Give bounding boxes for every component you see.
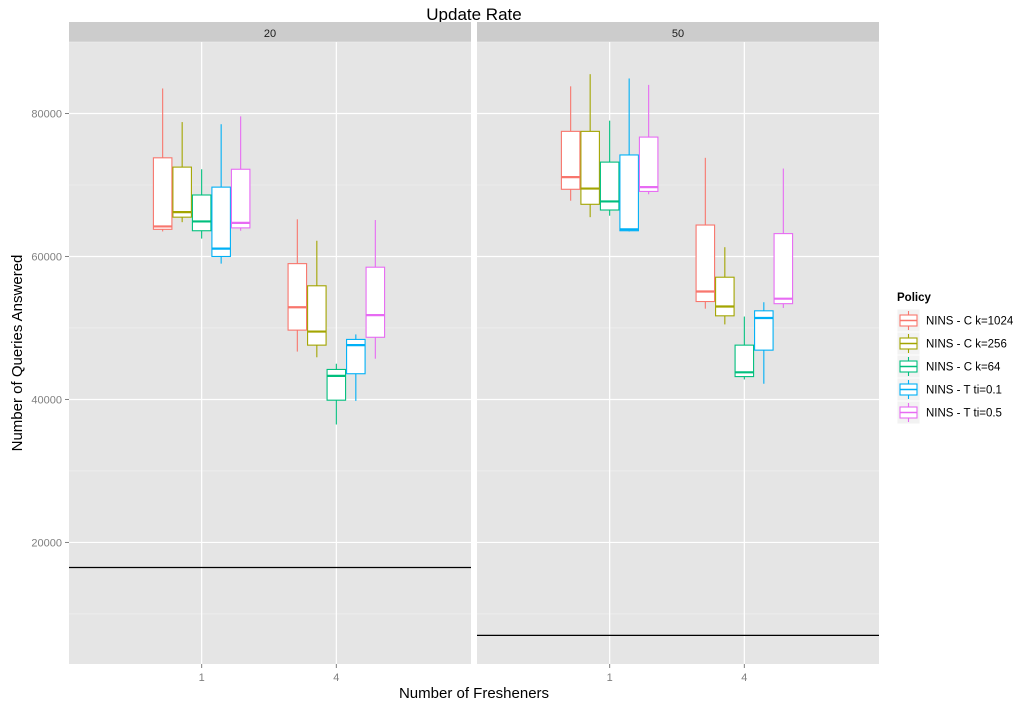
boxplot-box (638, 84, 659, 195)
box-body (346, 338, 366, 375)
legend-label: NINS - C k=1024 (926, 316, 1014, 328)
x-tick-label: 4 (333, 672, 339, 684)
boxplot-box (715, 247, 735, 325)
box-body (230, 168, 251, 229)
boxplot-box (172, 122, 192, 223)
chart-title: Update Rate (426, 5, 521, 24)
box-body (619, 154, 639, 232)
legend-label: NINS - C k=256 (926, 339, 1007, 351)
box-body (580, 130, 600, 205)
legend-item: NINS - C k=64 (896, 354, 1001, 379)
boxplot-box (152, 88, 173, 232)
legend: Policy NINS - C k=1024 NINS - C k=256 NINS… (896, 292, 1014, 425)
legend-item: NINS - C k=256 (896, 331, 1007, 356)
facet-panel-20: 20 (69, 22, 471, 664)
box-body (773, 233, 794, 305)
facet-panel-50: 50 (477, 22, 879, 664)
panel-background (69, 42, 471, 664)
y-tick-label: 20000 (31, 537, 62, 549)
boxplot-box (773, 168, 794, 308)
boxplot-box (695, 157, 716, 309)
y-axis: 20000 40000 60000 80000 (31, 108, 69, 549)
boxplot-box (346, 334, 366, 401)
box-body (560, 130, 581, 190)
box-body (715, 276, 735, 317)
boxplot-box (230, 116, 251, 231)
box-layer (560, 74, 794, 384)
box-body (638, 136, 659, 192)
boxplot-box (734, 316, 755, 380)
facet-strip (477, 22, 879, 42)
boxplot-box (287, 219, 308, 352)
panel-background (477, 42, 879, 664)
boxplot-box (580, 74, 600, 218)
boxplot-box (619, 78, 639, 232)
box-body (287, 263, 308, 331)
boxplot-box (307, 240, 327, 358)
legend-label: NINS - T ti=0.1 (926, 385, 1002, 397)
box-body (754, 310, 774, 351)
legend-item: NINS - C k=1024 (896, 308, 1014, 333)
y-axis-title: Number of Queries Answered (9, 255, 26, 452)
box-body (191, 194, 212, 232)
legend-item: NINS - T ti=0.5 (896, 400, 1002, 425)
x-tick-label: 4 (741, 672, 747, 684)
legend-item: NINS - T ti=0.1 (896, 377, 1002, 402)
facet-strip (69, 22, 471, 42)
legend-title: Policy (897, 292, 931, 304)
box-body (365, 266, 386, 338)
y-tick-label: 60000 (31, 251, 62, 263)
box-body (599, 161, 620, 211)
grid (69, 41, 471, 664)
facet-strip-label: 50 (672, 28, 684, 40)
boxplot-box (365, 220, 386, 359)
x-tick-label: 1 (199, 672, 205, 684)
legend-label: NINS - T ti=0.5 (926, 408, 1002, 420)
x-axis-title: Number of Fresheners (399, 685, 549, 702)
boxplot-box (211, 124, 231, 264)
facet-strip-label: 20 (264, 28, 276, 40)
x-axis: 1 4 1 4 (199, 664, 747, 684)
boxplot-box (754, 302, 774, 384)
x-tick-label: 1 (607, 672, 613, 684)
boxplot-box (560, 86, 581, 201)
box-body (172, 166, 192, 218)
box-body (326, 368, 347, 401)
y-tick-label: 80000 (31, 108, 62, 120)
boxplot-box (599, 120, 620, 216)
boxplot-box (191, 169, 212, 239)
box-body (152, 157, 173, 230)
box-body (211, 186, 231, 258)
box-layer (152, 88, 386, 425)
legend-label: NINS - C k=64 (926, 362, 1001, 374)
box-body (307, 285, 327, 346)
box-body (734, 344, 755, 378)
boxplot-box (326, 363, 347, 425)
box-body (695, 224, 716, 303)
grid (477, 41, 879, 664)
y-tick-label: 40000 (31, 394, 62, 406)
